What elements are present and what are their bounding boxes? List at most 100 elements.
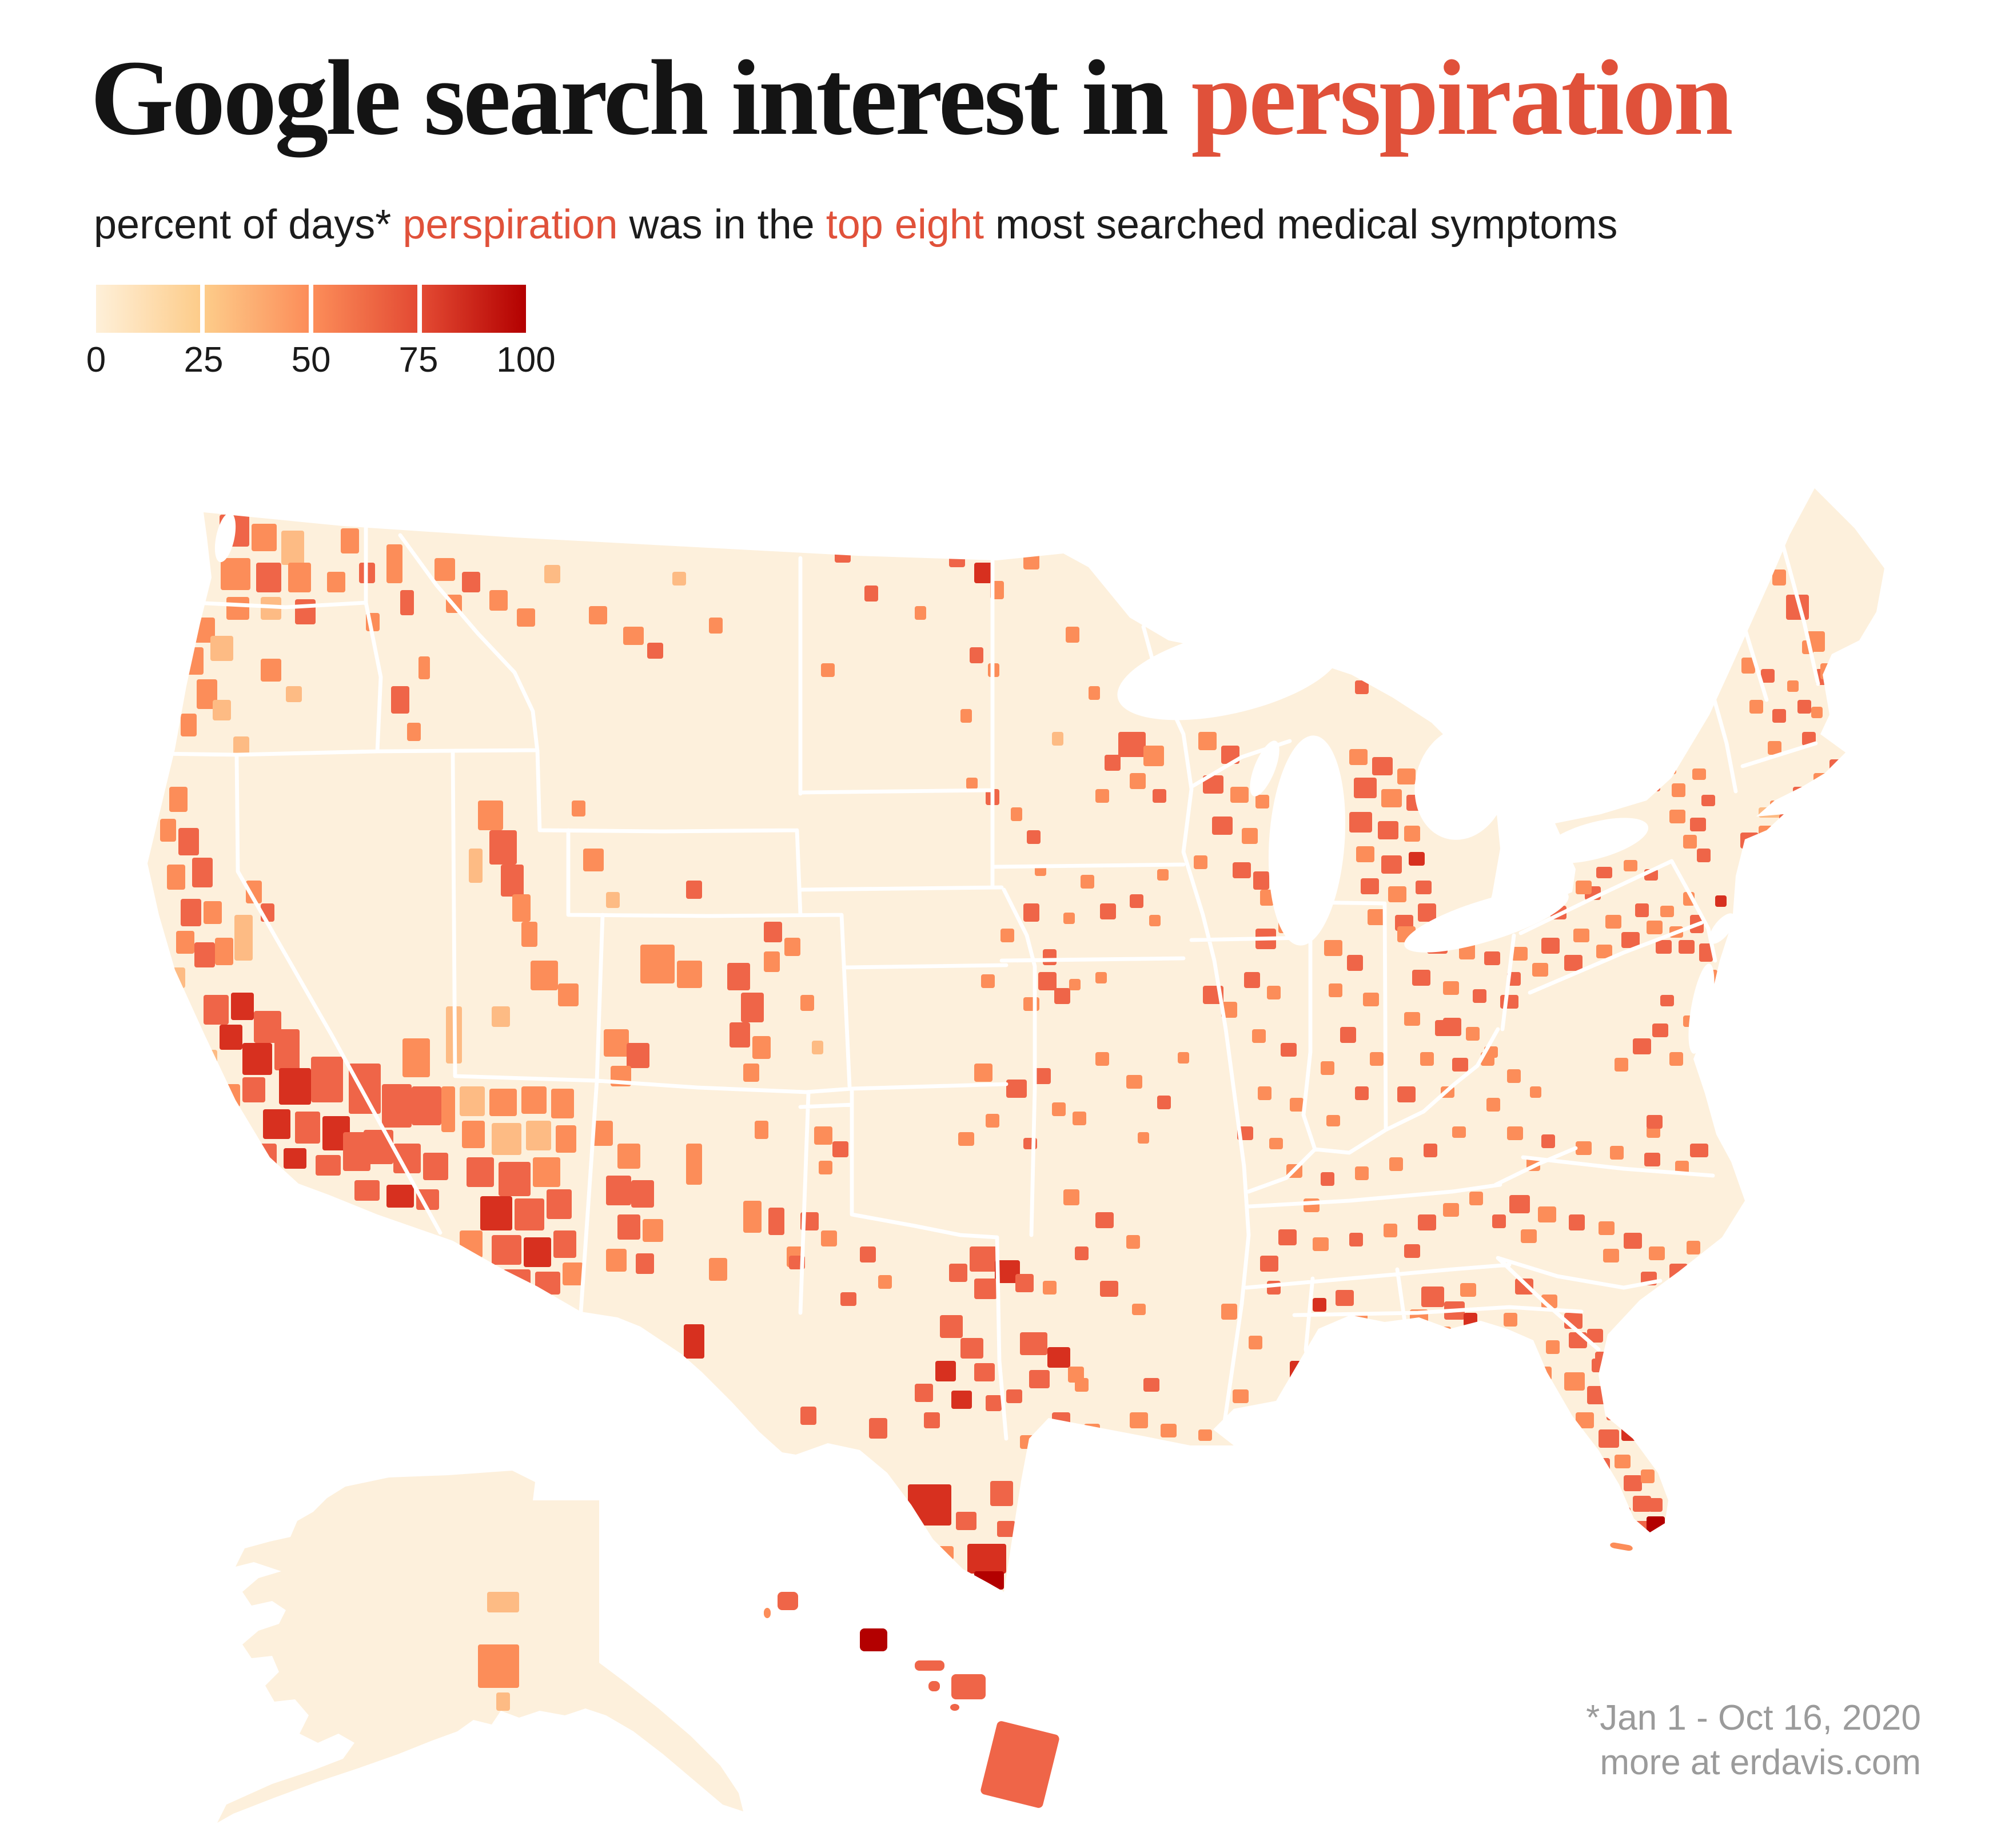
county-blob bbox=[1212, 817, 1233, 835]
county-blob bbox=[1404, 826, 1420, 842]
county-blob bbox=[1006, 1080, 1027, 1098]
county-blob bbox=[1576, 757, 1592, 771]
county-blob bbox=[949, 1264, 967, 1282]
county-blob bbox=[1633, 1038, 1651, 1054]
county-blob bbox=[1153, 789, 1166, 803]
county-blob bbox=[1084, 1424, 1100, 1437]
county-blob bbox=[1538, 1206, 1556, 1222]
county-blob bbox=[986, 1395, 1002, 1411]
county-blob bbox=[1492, 1214, 1506, 1228]
county-blob bbox=[764, 922, 782, 942]
county-blob bbox=[1576, 881, 1592, 894]
county-blob bbox=[1242, 828, 1258, 844]
county-blob bbox=[226, 597, 249, 620]
county-blob bbox=[1592, 1359, 1608, 1372]
county-blob bbox=[1768, 741, 1781, 755]
county-blob bbox=[496, 1692, 510, 1711]
county-blob bbox=[1599, 1221, 1615, 1235]
county-blob bbox=[1781, 851, 1795, 865]
county-blob bbox=[462, 1121, 485, 1148]
county-blob bbox=[1198, 732, 1217, 750]
county-blob bbox=[1244, 972, 1260, 988]
county-blob bbox=[1772, 569, 1786, 586]
county-blob bbox=[1761, 669, 1775, 683]
county-blob bbox=[958, 1132, 974, 1146]
county-blob bbox=[1130, 1412, 1148, 1428]
county-blob bbox=[1095, 972, 1107, 983]
county-blob bbox=[940, 1315, 963, 1338]
county-blob bbox=[535, 1272, 560, 1295]
legend-gradient-segment bbox=[422, 285, 526, 333]
county-blob bbox=[391, 686, 409, 714]
county-blob bbox=[1690, 1144, 1708, 1157]
county-blob bbox=[1615, 1507, 1631, 1523]
county-blob bbox=[201, 1050, 217, 1091]
county-blob bbox=[1740, 833, 1759, 849]
county-blob bbox=[1443, 1372, 1454, 1384]
county-blob bbox=[1507, 1126, 1523, 1140]
county-blob bbox=[1075, 1246, 1089, 1260]
county-blob bbox=[1130, 894, 1143, 908]
county-blob bbox=[592, 1121, 613, 1146]
legend-gradient-segment bbox=[205, 285, 309, 333]
legend-gradient-segment bbox=[96, 285, 200, 333]
county-blob bbox=[526, 1121, 551, 1150]
county-blob bbox=[1355, 680, 1369, 694]
county-blob bbox=[1361, 878, 1379, 894]
county-blob bbox=[1381, 789, 1402, 807]
county-blob bbox=[213, 700, 231, 720]
county-blob bbox=[1507, 1069, 1521, 1083]
county-blob bbox=[1521, 1229, 1537, 1243]
legend-tick-row: 0 25 50 75 100 bbox=[86, 340, 556, 380]
county-blob bbox=[1596, 867, 1612, 878]
county-blob bbox=[915, 606, 926, 620]
county-blob bbox=[743, 1064, 759, 1082]
footnote-site-link[interactable]: more at erdavis.com bbox=[1600, 1743, 1921, 1783]
county-blob bbox=[1255, 795, 1269, 808]
county-blob bbox=[1624, 1475, 1642, 1491]
county-blob bbox=[1278, 1229, 1297, 1245]
county-blob bbox=[1644, 1153, 1660, 1166]
county-blob bbox=[503, 1269, 531, 1295]
county-blob bbox=[441, 1086, 455, 1132]
county-blob bbox=[1569, 1443, 1587, 1459]
county-blob bbox=[1194, 855, 1207, 869]
legend-tick-label: 25 bbox=[184, 340, 224, 380]
county-blob bbox=[924, 1412, 940, 1428]
county-blob bbox=[489, 590, 508, 611]
county-blob bbox=[1356, 846, 1374, 862]
county-blob bbox=[215, 938, 233, 965]
county-blob bbox=[1541, 1134, 1555, 1148]
county-blob bbox=[1829, 693, 1843, 707]
county-blob bbox=[1820, 663, 1836, 679]
county-blob bbox=[1576, 1141, 1592, 1155]
county-blob bbox=[1063, 913, 1075, 924]
county-blob bbox=[1793, 787, 1807, 800]
county-blob bbox=[1569, 1214, 1585, 1230]
county-blob bbox=[423, 1153, 448, 1180]
county-blob bbox=[869, 1418, 887, 1439]
county-blob bbox=[295, 599, 316, 624]
county-blob bbox=[1340, 1027, 1356, 1043]
county-blob bbox=[1486, 1098, 1500, 1112]
county-blob bbox=[764, 1608, 771, 1618]
county-blob bbox=[1564, 955, 1583, 971]
county-blob bbox=[1355, 1166, 1369, 1180]
county-blob bbox=[252, 1144, 277, 1166]
county-blob bbox=[1443, 1018, 1461, 1036]
county-blob bbox=[1304, 1198, 1320, 1212]
county-blob bbox=[821, 1230, 837, 1246]
county-blob bbox=[1321, 1172, 1334, 1186]
county-blob bbox=[960, 709, 972, 723]
county-blob bbox=[800, 995, 814, 1011]
county-blob bbox=[1054, 988, 1070, 1004]
county-blob bbox=[860, 1628, 887, 1651]
county-blob bbox=[181, 714, 197, 736]
county-blob bbox=[1420, 1052, 1434, 1066]
county-blob bbox=[1615, 1058, 1628, 1072]
county-blob bbox=[821, 663, 835, 677]
county-blob bbox=[167, 865, 185, 890]
county-blob bbox=[915, 1660, 944, 1671]
subtitle-text: was in the bbox=[617, 202, 826, 248]
county-blob bbox=[1363, 1355, 1377, 1369]
